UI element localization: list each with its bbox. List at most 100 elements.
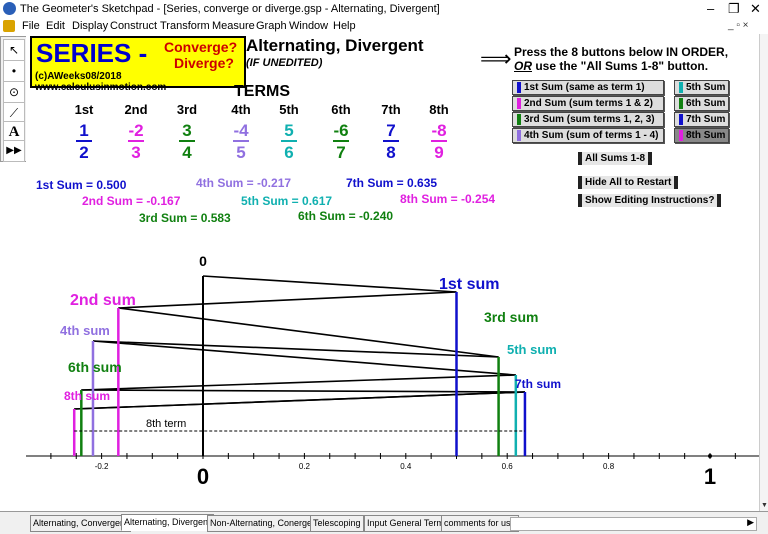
term-ordinal: 7th xyxy=(381,102,401,117)
sum-8-swatch xyxy=(679,130,683,141)
tab-telescoping[interactable]: Telescoping xyxy=(310,515,364,532)
hide-all-button-label: Hide All to Restart xyxy=(582,176,675,189)
toolbox: ↖ • ⊙ ⟋ A ▶▶ xyxy=(0,36,27,162)
sum-3-button[interactable]: 3rd Sum (sum terms 1, 2, 3) xyxy=(512,112,664,127)
compass-tool-icon[interactable]: ⊙ xyxy=(3,81,25,103)
sketchpad-app-icon xyxy=(3,2,16,15)
sum-connector xyxy=(81,389,525,393)
sum-7-readout: 7th Sum = 0.635 xyxy=(346,176,438,190)
tab-input-general-term[interactable]: Input General Term xyxy=(364,515,447,532)
menu-measure[interactable]: Measure xyxy=(212,20,255,32)
menu-transform[interactable]: Transform xyxy=(160,20,210,32)
sum-7-button-label: 7th Sum xyxy=(686,114,726,125)
menu-edit[interactable]: Edit xyxy=(46,20,65,32)
sum-connector xyxy=(118,307,499,358)
sum-7-button[interactable]: 7th Sum xyxy=(674,112,729,127)
instructions-line-2: OR use the "All Sums 1-8" button. xyxy=(514,59,708,73)
term-denominator: 5 xyxy=(236,143,246,162)
scroll-down-arrow-icon[interactable]: ▼ xyxy=(761,502,768,509)
minimize-button[interactable]: – xyxy=(707,1,715,16)
sketch-canvas[interactable]: SERIES - Converge? Diverge? (c)AWeeks08/… xyxy=(26,34,759,511)
vertical-scrollbar[interactable]: ▼ xyxy=(759,34,768,511)
sum-2-button[interactable]: 2nd Sum (sum terms 1 & 2) xyxy=(512,96,664,111)
term-denominator: 7 xyxy=(336,143,346,162)
graph-sum-label-1: 1st sum xyxy=(439,276,499,293)
graph-sum-label-2: 2nd sum xyxy=(70,292,136,309)
custom-tool-icon[interactable]: ▶▶ xyxy=(3,140,25,162)
axis-tick-label: 0.2 xyxy=(299,462,311,471)
sum-8-button[interactable]: 8th Sum xyxy=(674,128,729,143)
sum-8-readout: 8th Sum = -0.254 xyxy=(400,192,496,206)
tab-comments-for-use[interactable]: comments for use xyxy=(441,515,519,532)
eighth-term-label: 8th term xyxy=(146,418,186,430)
graph-zero-label: 0 xyxy=(199,253,207,269)
instructions-or: OR xyxy=(514,59,532,73)
term-column-5: 5th 5 6 xyxy=(274,102,304,163)
term-numerator: 3 xyxy=(179,121,195,142)
instructions-line-1: Press the 8 buttons below IN ORDER, xyxy=(514,45,729,59)
sum-4-button[interactable]: 4th Sum (sum of terms 1 - 4) xyxy=(512,128,664,143)
all-sums-button[interactable]: All Sums 1-8 xyxy=(578,152,653,165)
sum-6-button[interactable]: 6th Sum xyxy=(674,96,729,111)
show-editing-button[interactable]: Show Editing Instructions? xyxy=(578,194,722,207)
menu-help[interactable]: Help xyxy=(333,20,356,32)
tab-alternating-convergent[interactable]: Alternating, Convergent xyxy=(30,515,131,532)
sum-8-button-label: 8th Sum xyxy=(686,130,726,141)
menu-file[interactable]: File xyxy=(22,20,40,32)
document-icon[interactable] xyxy=(3,20,15,32)
menu-graph[interactable]: Graph xyxy=(256,20,287,32)
axis-one-point xyxy=(708,454,712,458)
term-column-3: 3rd 3 4 xyxy=(172,102,202,163)
sum-2-button-label: 2nd Sum (sum terms 1 & 2) xyxy=(524,98,653,109)
term-column-1: 1st 1 2 xyxy=(69,102,99,163)
restore-button[interactable]: ❐ xyxy=(728,1,740,16)
axis-zero-label: 0 xyxy=(197,464,209,489)
sum-2-swatch xyxy=(517,98,521,109)
title-bar: The Geometer's Sketchpad - [Series, conv… xyxy=(0,0,768,18)
term-ordinal: 5th xyxy=(279,102,299,117)
term-column-4: 4th -4 5 xyxy=(226,102,256,163)
term-denominator: 9 xyxy=(434,143,444,162)
sum-connector xyxy=(118,291,457,309)
term-column-7: 7th 7 8 xyxy=(376,102,406,163)
sum-3-swatch xyxy=(517,114,521,125)
term-denominator: 8 xyxy=(386,143,396,162)
arrow-tool-icon[interactable]: ↖ xyxy=(3,39,25,61)
term-column-8: 8th -8 9 xyxy=(424,102,454,163)
graph-sum-label-3: 3rd sum xyxy=(484,309,538,325)
menu-display[interactable]: Display xyxy=(72,20,109,32)
page-subtitle: (IF UNEDITED) xyxy=(246,57,323,69)
graph-sum-label-5: 5th sum xyxy=(507,342,557,357)
logo-diverge-text: Diverge? xyxy=(174,55,234,71)
close-button[interactable]: ✕ xyxy=(750,1,761,16)
term-ordinal: 2nd xyxy=(124,102,148,117)
menu-window[interactable]: Window xyxy=(289,20,329,32)
horizontal-scrollbar[interactable]: ▶ xyxy=(510,517,757,531)
sum-1-button[interactable]: 1st Sum (same as term 1) xyxy=(512,80,664,95)
logo-copyright: (c)AWeeks08/2018 www.calculusinmotion.co… xyxy=(35,71,167,93)
point-tool-icon[interactable]: • xyxy=(3,60,25,82)
hide-all-button[interactable]: Hide All to Restart xyxy=(578,176,679,189)
text-tool-icon[interactable]: A xyxy=(3,121,25,143)
axis-tick-label: 0.4 xyxy=(400,462,412,471)
term-numerator: -2 xyxy=(128,121,144,142)
term-ordinal: 1st xyxy=(74,102,94,117)
tab-alternating-divergent[interactable]: Alternating, Divergent xyxy=(121,514,214,531)
show-editing-button-label: Show Editing Instructions? xyxy=(582,194,718,207)
page-tabs: Alternating, Convergent Alternating, Div… xyxy=(0,511,768,534)
sum-7-swatch xyxy=(679,114,683,125)
sum-6-readout: 6th Sum = -0.240 xyxy=(298,209,394,223)
graph-sum-label-7: 7th sum xyxy=(515,377,561,391)
sum-connector xyxy=(202,275,457,293)
sum-6-button-label: 6th Sum xyxy=(686,98,726,109)
sum-1-swatch xyxy=(517,82,521,93)
term-numerator: -4 xyxy=(233,121,249,142)
mdi-window-controls[interactable]: _ ▫ × xyxy=(728,20,749,31)
menu-construct[interactable]: Construct xyxy=(110,20,158,32)
sum-5-button[interactable]: 5th Sum xyxy=(674,80,729,95)
axis-tick-label: 0.8 xyxy=(603,462,615,471)
term-denominator: 3 xyxy=(131,143,141,162)
tab-non-alternating-conergent[interactable]: Non-Alternating, Conergent xyxy=(207,515,323,532)
scroll-right-arrow-icon[interactable]: ▶ xyxy=(747,517,754,527)
instructions-rest: use the "All Sums 1-8" button. xyxy=(532,59,709,73)
